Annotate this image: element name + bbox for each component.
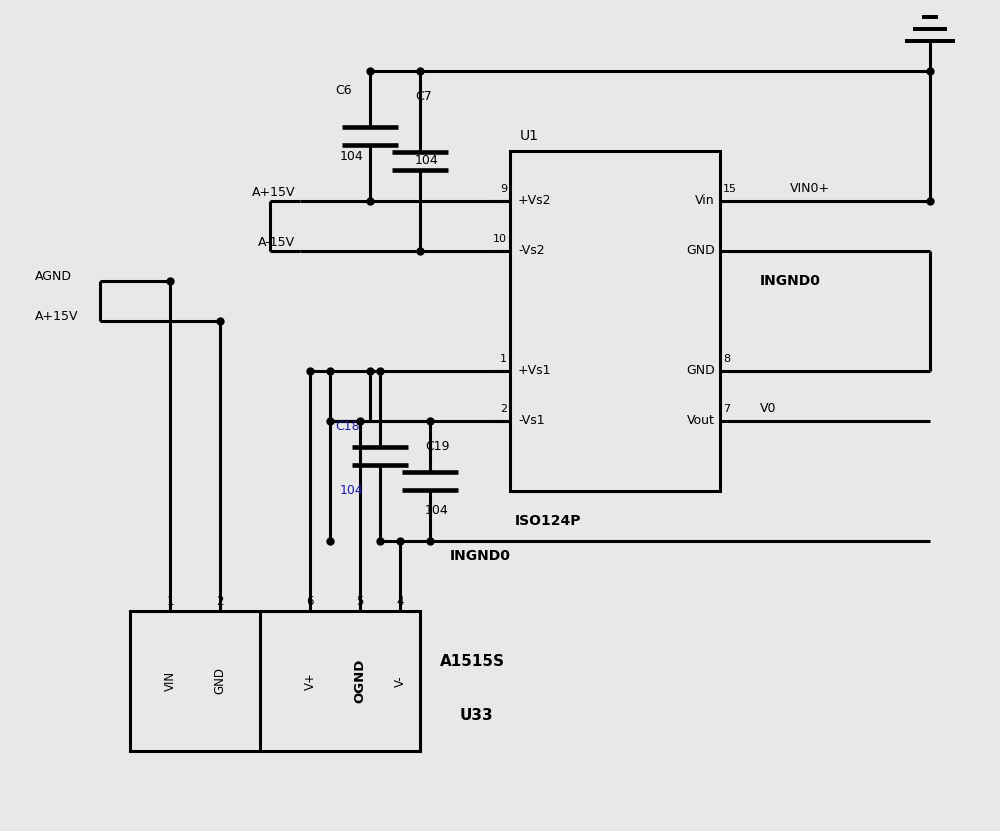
Text: Vin: Vin [695, 194, 715, 208]
Text: 5: 5 [356, 595, 364, 608]
Text: 9: 9 [500, 184, 507, 194]
Text: 2: 2 [500, 404, 507, 414]
Text: +Vs2: +Vs2 [518, 194, 552, 208]
Text: C6: C6 [335, 85, 352, 97]
Text: 8: 8 [723, 354, 730, 364]
Text: INGND0: INGND0 [450, 549, 511, 563]
Text: GND: GND [686, 365, 715, 377]
Text: V-: V- [394, 675, 406, 686]
Text: -Vs1: -Vs1 [518, 415, 545, 427]
Text: A+15V: A+15V [252, 186, 295, 199]
Bar [510, 151, 720, 491]
Text: 6: 6 [306, 595, 314, 608]
Text: 104: 104 [415, 155, 439, 168]
Text: Vout: Vout [687, 415, 715, 427]
Text: 2: 2 [216, 595, 224, 608]
Bar [130, 611, 420, 751]
Text: V0: V0 [760, 402, 776, 416]
Text: VIN0+: VIN0+ [790, 183, 830, 195]
Text: GND: GND [214, 667, 226, 695]
Text: V+: V+ [304, 672, 316, 690]
Text: C19: C19 [425, 440, 450, 453]
Text: ISO124P: ISO124P [515, 514, 582, 528]
Text: 1: 1 [500, 354, 507, 364]
Text: A1515S: A1515S [440, 653, 505, 668]
Text: 10: 10 [493, 234, 507, 244]
Text: A-15V: A-15V [258, 237, 295, 249]
Text: -Vs2: -Vs2 [518, 244, 545, 258]
Text: U1: U1 [520, 129, 539, 143]
Text: VIN: VIN [164, 671, 176, 691]
Text: INGND0: INGND0 [760, 274, 821, 288]
Text: 104: 104 [425, 504, 449, 518]
Text: C18: C18 [335, 420, 360, 432]
Text: 1: 1 [166, 595, 174, 608]
Text: 4: 4 [396, 595, 404, 608]
Text: A+15V: A+15V [35, 309, 78, 322]
Text: 7: 7 [723, 404, 730, 414]
Text: +Vs1: +Vs1 [518, 365, 552, 377]
Text: 104: 104 [340, 484, 364, 498]
Text: 104: 104 [340, 150, 364, 163]
Text: AGND: AGND [35, 269, 72, 283]
Text: OGND: OGND [354, 659, 366, 703]
Text: U33: U33 [460, 709, 494, 724]
Text: 15: 15 [723, 184, 737, 194]
Text: C7: C7 [415, 90, 432, 102]
Text: GND: GND [686, 244, 715, 258]
